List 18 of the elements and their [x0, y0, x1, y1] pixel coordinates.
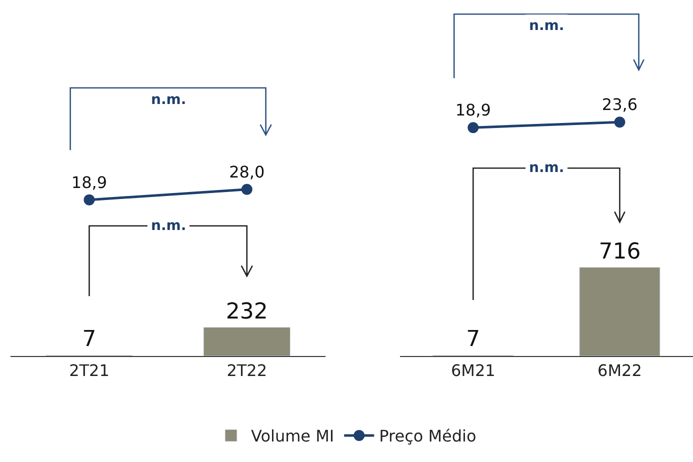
- data-label: 716: [598, 239, 641, 264]
- data-label: 232: [226, 299, 268, 324]
- data-label: 18,9: [71, 172, 108, 192]
- data-label: 18,9: [455, 100, 491, 120]
- legend-label: Volume MI: [251, 426, 334, 446]
- data-label: 7: [466, 327, 480, 352]
- x-tick-label: 6M21: [450, 361, 496, 380]
- data-label: 28,0: [229, 162, 265, 182]
- text: n.m.: [529, 160, 564, 176]
- x-tick-label: 6M22: [598, 361, 642, 380]
- data-label: 7: [82, 327, 96, 352]
- x-tick-label: 2T21: [69, 361, 110, 380]
- data-label: 23,6: [602, 95, 638, 114]
- text: n.m.: [529, 18, 564, 34]
- text: n.m.: [151, 92, 186, 108]
- x-tick-label: 2T22: [226, 361, 268, 380]
- legend-label: Preço Médio: [379, 426, 476, 446]
- text: n.m.: [151, 218, 186, 234]
